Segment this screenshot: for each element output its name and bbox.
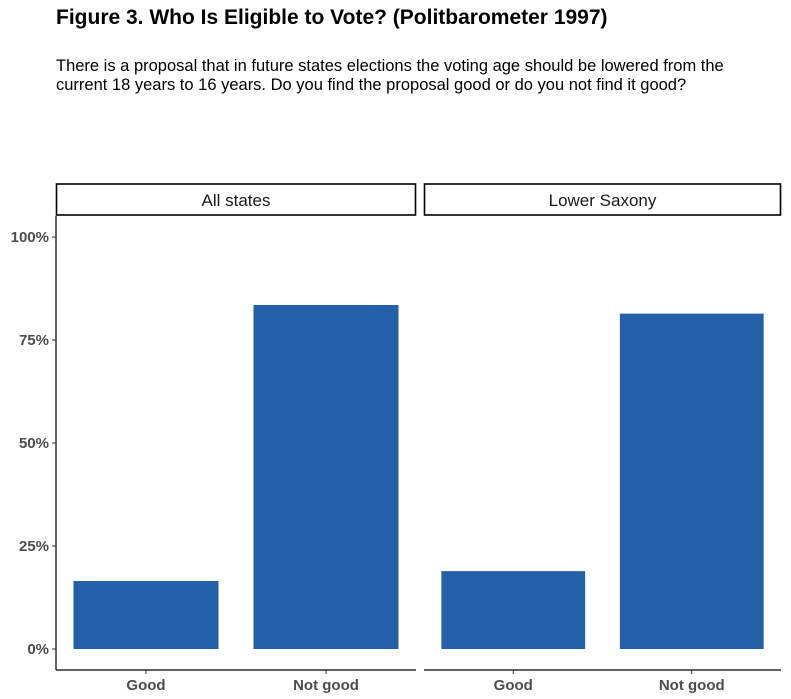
y-tick-label: 50% <box>19 435 49 452</box>
chart-subtitle: There is a proposal that in future state… <box>56 57 724 94</box>
y-tick-label: 100% <box>11 229 49 246</box>
y-tick-label: 75% <box>19 332 49 349</box>
x-tick-label: Good <box>126 677 165 694</box>
facet-strip-label: Lower Saxony <box>549 191 657 210</box>
facet-panel-lower-saxony: Lower Saxony Good Not good <box>423 183 782 694</box>
x-tick-label: Not good <box>659 677 725 694</box>
facet-strip <box>423 183 782 216</box>
chart-title: Figure 3. Who Is Eligible to Vote? (Poli… <box>56 6 608 29</box>
facet-strip-label: All states <box>202 191 271 210</box>
bar-good <box>73 581 219 649</box>
x-tick-label: Not good <box>293 677 359 694</box>
y-tick-label: 25% <box>19 538 49 555</box>
bar-not-good <box>253 304 399 649</box>
facet-strip <box>55 183 417 216</box>
x-tick-label: Good <box>494 677 533 694</box>
y-axis: 0% 25% 50% 75% 100% <box>11 216 57 670</box>
bar-good <box>441 571 586 649</box>
bar-not-good <box>619 313 764 649</box>
y-tick-label: 0% <box>27 641 49 658</box>
facet-panel-all-states: All states Good Not good <box>55 183 417 694</box>
